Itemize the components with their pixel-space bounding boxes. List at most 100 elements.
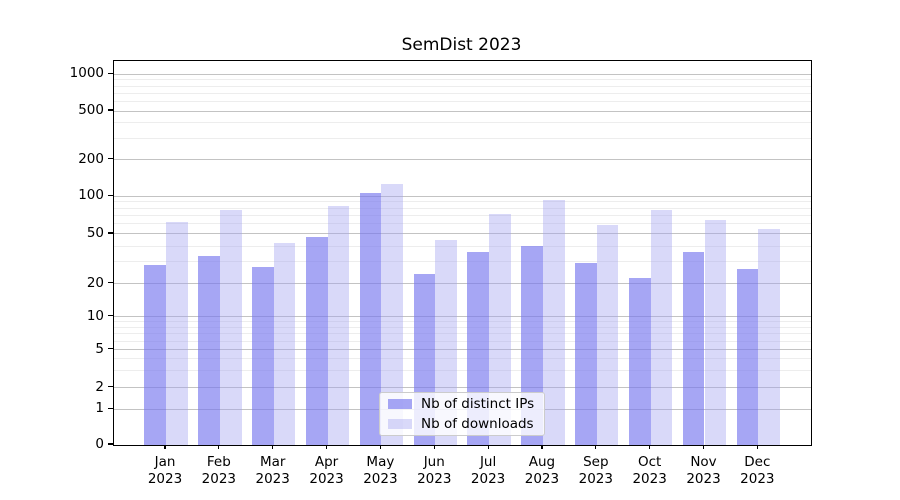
x-tick-label-sep: Sep 2023 bbox=[578, 454, 613, 487]
bar-distinct_ips-apr bbox=[305, 237, 328, 445]
bar-distinct_ips-dec bbox=[736, 269, 759, 445]
y-tick-label-1: 1 bbox=[95, 400, 104, 417]
minor-gridline bbox=[114, 122, 811, 124]
bar-distinct_ips-oct bbox=[628, 278, 651, 445]
legend-item-downloads: Nb of downloads bbox=[388, 416, 536, 432]
minor-gridline bbox=[114, 370, 811, 372]
minor-gridline bbox=[114, 137, 811, 139]
chart-title: SemDist 2023 bbox=[401, 35, 522, 55]
bar-distinct_ips-feb bbox=[198, 256, 220, 445]
major-gridline bbox=[114, 349, 811, 351]
x-tick-mark bbox=[379, 445, 381, 449]
x-tick-mark bbox=[756, 445, 758, 449]
y-tick-label-50: 50 bbox=[86, 224, 104, 241]
minor-gridline bbox=[114, 326, 811, 328]
major-gridline bbox=[114, 73, 811, 75]
y-tick-mark bbox=[108, 443, 113, 445]
y-tick-label-2: 2 bbox=[95, 378, 104, 395]
y-tick-mark bbox=[108, 315, 113, 317]
minor-gridline bbox=[114, 261, 811, 263]
bars-layer bbox=[114, 61, 811, 445]
bar-downloads-dec bbox=[758, 228, 781, 445]
bar-downloads-aug bbox=[542, 199, 565, 445]
minor-gridline bbox=[114, 92, 811, 94]
bar-distinct_ips-may bbox=[359, 192, 382, 445]
x-tick-label-jan: Jan 2023 bbox=[147, 454, 183, 487]
major-gridline bbox=[114, 195, 811, 197]
x-tick-mark bbox=[541, 445, 543, 449]
x-tick-label-feb: Feb 2023 bbox=[201, 454, 237, 487]
minor-gridline bbox=[114, 245, 811, 247]
distinct-ips-swatch bbox=[388, 399, 412, 410]
minor-gridline bbox=[114, 358, 811, 360]
bar-downloads-jan bbox=[166, 222, 188, 445]
bar-distinct_ips-nov bbox=[682, 251, 705, 445]
major-gridline bbox=[114, 233, 811, 235]
y-tick-label-0: 0 bbox=[95, 436, 104, 452]
legend-label-downloads: Nb of downloads bbox=[421, 415, 534, 432]
x-tick-mark bbox=[164, 445, 166, 449]
x-tick-label-jul: Jul 2023 bbox=[470, 454, 506, 487]
x-tick-label-may: May 2023 bbox=[363, 454, 398, 487]
legend-item-distinct-ips: Nb of distinct IPs bbox=[388, 396, 536, 412]
x-tick-mark bbox=[595, 445, 597, 449]
x-tick-label-nov: Nov 2023 bbox=[686, 454, 721, 487]
bar-downloads-sep bbox=[596, 224, 619, 445]
y-tick-mark bbox=[108, 282, 113, 284]
major-gridline bbox=[114, 110, 811, 112]
y-tick-label-20: 20 bbox=[86, 274, 104, 291]
minor-gridline bbox=[114, 79, 811, 81]
y-tick-mark bbox=[108, 386, 113, 388]
minor-gridline bbox=[114, 201, 811, 203]
x-tick-mark bbox=[272, 445, 274, 449]
bar-downloads-feb bbox=[219, 209, 242, 445]
x-tick-mark bbox=[325, 445, 328, 449]
minor-gridline bbox=[114, 321, 811, 323]
x-tick-label-oct: Oct 2023 bbox=[632, 454, 667, 487]
minor-gridline bbox=[114, 85, 811, 87]
bar-downloads-nov bbox=[704, 220, 727, 445]
bar-distinct_ips-sep bbox=[575, 263, 597, 445]
bar-downloads-oct bbox=[650, 210, 673, 445]
major-gridline bbox=[114, 283, 811, 285]
x-tick-label-apr: Apr 2023 bbox=[309, 454, 344, 487]
x-tick-mark bbox=[433, 445, 435, 449]
y-tick-label-500: 500 bbox=[78, 102, 104, 119]
y-tick-mark bbox=[108, 158, 113, 160]
x-tick-mark bbox=[649, 445, 651, 449]
major-gridline bbox=[114, 387, 811, 389]
x-tick-label-jun: Jun 2023 bbox=[417, 454, 452, 487]
x-tick-label-dec: Dec 2023 bbox=[740, 454, 775, 487]
y-tick-label-5: 5 bbox=[95, 340, 104, 357]
y-tick-mark bbox=[108, 72, 113, 74]
downloads-swatch bbox=[388, 418, 412, 429]
x-tick-mark bbox=[487, 445, 489, 449]
minor-gridline bbox=[114, 215, 811, 217]
y-tick-label-1000: 1000 bbox=[69, 65, 104, 82]
y-tick-label-100: 100 bbox=[78, 187, 104, 204]
y-tick-label-10: 10 bbox=[86, 307, 104, 324]
plot-area bbox=[113, 60, 812, 446]
y-tick-mark bbox=[108, 109, 113, 111]
x-tick-mark bbox=[702, 445, 705, 449]
major-gridline bbox=[114, 316, 811, 318]
bar-downloads-may bbox=[381, 184, 404, 445]
legend-label-distinct-ips: Nb of distinct IPs bbox=[421, 396, 535, 413]
bar-downloads-mar bbox=[273, 243, 296, 445]
y-tick-mark bbox=[108, 232, 113, 234]
y-tick-mark bbox=[108, 348, 113, 350]
y-tick-mark bbox=[108, 407, 113, 409]
minor-gridline bbox=[114, 333, 811, 335]
minor-gridline bbox=[114, 340, 811, 342]
minor-gridline bbox=[114, 223, 811, 225]
bar-downloads-jul bbox=[489, 214, 511, 445]
major-gridline bbox=[114, 159, 811, 161]
legend: Nb of distinct IPs Nb of downloads bbox=[379, 392, 545, 436]
bar-distinct_ips-jan bbox=[144, 265, 166, 445]
minor-gridline bbox=[114, 207, 811, 209]
x-tick-label-aug: Aug 2023 bbox=[524, 454, 560, 487]
bar-distinct_ips-mar bbox=[252, 267, 274, 445]
minor-gridline bbox=[114, 100, 811, 102]
y-tick-mark bbox=[108, 194, 113, 196]
